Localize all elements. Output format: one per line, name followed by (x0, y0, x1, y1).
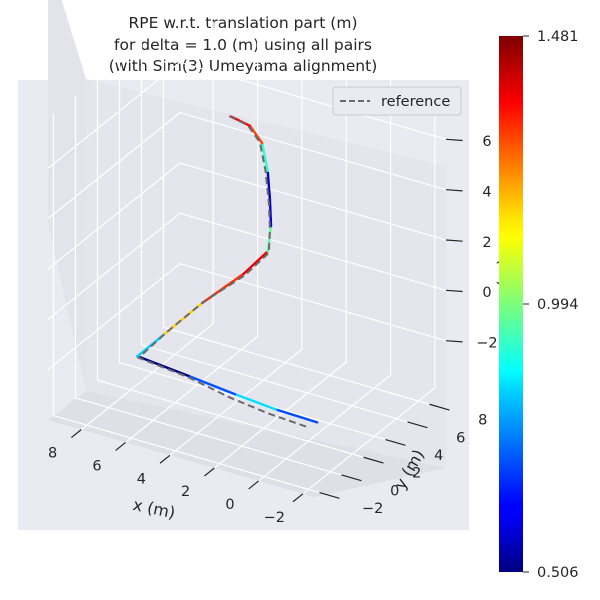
legend-box (332, 86, 462, 116)
tick-label-z: −2 (476, 335, 497, 351)
estimate-segment (136, 355, 190, 378)
tick-label-x: 0 (225, 497, 234, 513)
tick-label-y: 4 (434, 448, 443, 464)
tick-mark-z (445, 138, 463, 142)
tick-label-x: 8 (48, 446, 57, 462)
tick-label-z: 2 (482, 235, 491, 251)
estimate-segment (242, 250, 269, 276)
estimate-segment (274, 408, 319, 424)
colorbar-gradient (499, 36, 523, 572)
tick-mark-y (319, 492, 340, 499)
estimate-segment (260, 141, 269, 173)
title-line-1: RPE w.r.t. translation part (m) (128, 14, 357, 32)
title-line-3: (with Sim(3) Umeyama alignment) (109, 57, 378, 75)
estimate-segment (248, 124, 264, 145)
tick-mark-z (445, 189, 463, 192)
tick-label-x: 2 (181, 484, 190, 500)
legend: reference (332, 86, 462, 116)
tick-mark-y (429, 403, 450, 411)
colorbar: 1.481 0.994 0.506 (499, 29, 579, 581)
tick-mark-x (70, 429, 82, 439)
tick-label-y: 2 (412, 466, 421, 482)
axis-ticks (70, 138, 463, 503)
grid-line-z (47, 212, 447, 320)
chart-title: RPE w.r.t. translation part (m) for delt… (109, 14, 378, 75)
tick-label-x: 6 (92, 458, 101, 474)
tick-mark-y (385, 439, 406, 446)
tick-mark-y (407, 421, 428, 429)
grid-lines (47, 21, 447, 495)
tick-mark-x (203, 467, 215, 477)
colorbar-label-max: 1.481 (537, 29, 579, 45)
pane-left (48, 0, 86, 391)
tick-mark-x (292, 493, 304, 503)
tick-label-z: 6 (482, 134, 491, 150)
tick-mark-z (445, 239, 463, 242)
tick-label-y: −2 (362, 501, 383, 517)
estimate-segment (268, 198, 273, 228)
estimate-segment (187, 374, 237, 396)
grid-line-z (47, 162, 447, 270)
tick-mark-x (248, 480, 259, 490)
estimate-segment (233, 393, 278, 411)
tick-label-z: 4 (482, 184, 491, 200)
tick-mark-x (115, 441, 126, 451)
tick-label-z: 0 (482, 285, 491, 301)
tick-mark-x (159, 454, 171, 464)
pane-floor (48, 391, 446, 497)
colorbar-label-min: 0.506 (537, 565, 579, 581)
grid-line-z (47, 263, 447, 371)
tick-label-x: 4 (137, 471, 146, 487)
legend-entry-reference: reference (381, 94, 450, 110)
tick-mark-z (445, 289, 463, 293)
grid-line-z (47, 112, 447, 220)
tick-label-y: 8 (478, 413, 487, 429)
colorbar-label-mid: 0.994 (537, 297, 579, 313)
tick-mark-y (341, 474, 362, 482)
tick-label-y: 0 (390, 483, 399, 499)
tick-mark-z (445, 340, 463, 343)
tick-label-y: 6 (456, 430, 465, 446)
tick-mark-y (363, 456, 384, 464)
tick-label-x: −2 (264, 510, 285, 526)
title-line-2: for delta = 1.0 (m) using all pairs (114, 36, 372, 54)
estimate-segment (266, 169, 272, 201)
